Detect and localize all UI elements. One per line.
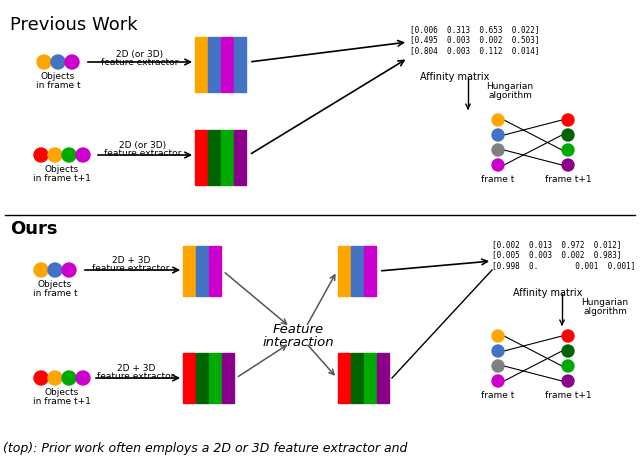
- Bar: [234, 130, 246, 185]
- Bar: [338, 246, 350, 296]
- Bar: [208, 37, 220, 92]
- Circle shape: [492, 330, 504, 342]
- Bar: [195, 37, 207, 92]
- Text: 2D + 3D: 2D + 3D: [112, 256, 150, 265]
- Text: Feature: Feature: [273, 323, 324, 336]
- Circle shape: [562, 330, 574, 342]
- Bar: [222, 353, 234, 403]
- Text: Affinity matrix: Affinity matrix: [420, 72, 490, 82]
- Circle shape: [62, 371, 76, 385]
- Text: Affinity matrix: Affinity matrix: [513, 288, 582, 298]
- Text: feature extractor: feature extractor: [101, 58, 179, 67]
- Circle shape: [562, 129, 574, 141]
- Bar: [209, 353, 221, 403]
- Text: feature extractor: feature extractor: [92, 264, 170, 273]
- Text: feature extractor: feature extractor: [104, 149, 182, 158]
- Circle shape: [48, 148, 62, 162]
- Text: [0.002  0.013  0.972  0.012]
[0.005  0.003  0.002  0.983]
[0.998  0.        0.00: [0.002 0.013 0.972 0.012] [0.005 0.003 0…: [492, 240, 636, 270]
- Text: (top): Prior work often employs a 2D or 3D feature extractor and: (top): Prior work often employs a 2D or …: [3, 442, 408, 455]
- Bar: [221, 130, 233, 185]
- Circle shape: [562, 375, 574, 387]
- Bar: [377, 353, 389, 403]
- Text: frame t: frame t: [481, 175, 515, 184]
- Circle shape: [34, 371, 48, 385]
- Circle shape: [492, 345, 504, 357]
- Text: Objects: Objects: [41, 72, 75, 81]
- Circle shape: [492, 360, 504, 372]
- Text: frame t+1: frame t+1: [545, 391, 591, 400]
- Text: 2D + 3D: 2D + 3D: [117, 364, 155, 373]
- Text: in frame t+1: in frame t+1: [33, 397, 91, 406]
- Bar: [351, 353, 363, 403]
- Bar: [196, 353, 208, 403]
- Text: Objects: Objects: [38, 280, 72, 289]
- Circle shape: [34, 263, 48, 277]
- Bar: [338, 353, 350, 403]
- Bar: [183, 353, 195, 403]
- Circle shape: [76, 148, 90, 162]
- Circle shape: [562, 360, 574, 372]
- Bar: [183, 246, 195, 296]
- Text: algorithm: algorithm: [488, 91, 532, 100]
- Text: Hungarian: Hungarian: [486, 82, 534, 91]
- Bar: [351, 246, 363, 296]
- Bar: [234, 37, 246, 92]
- Text: Ours: Ours: [10, 220, 58, 238]
- Circle shape: [51, 55, 65, 69]
- Bar: [364, 353, 376, 403]
- Circle shape: [76, 371, 90, 385]
- Circle shape: [562, 345, 574, 357]
- Circle shape: [62, 148, 76, 162]
- Circle shape: [48, 263, 62, 277]
- Circle shape: [492, 144, 504, 156]
- Text: in frame t: in frame t: [36, 81, 80, 90]
- Text: Objects: Objects: [45, 165, 79, 174]
- Circle shape: [34, 148, 48, 162]
- Text: Hungarian: Hungarian: [581, 298, 628, 307]
- Text: algorithm: algorithm: [583, 307, 627, 316]
- Circle shape: [37, 55, 51, 69]
- Bar: [196, 246, 208, 296]
- Text: interaction: interaction: [262, 336, 334, 349]
- Bar: [364, 246, 376, 296]
- Text: Objects: Objects: [45, 388, 79, 397]
- Text: 2D (or 3D): 2D (or 3D): [116, 50, 164, 59]
- Bar: [195, 130, 207, 185]
- Circle shape: [562, 159, 574, 171]
- Bar: [208, 130, 220, 185]
- Circle shape: [492, 375, 504, 387]
- Text: in frame t: in frame t: [33, 289, 77, 298]
- Text: frame t: frame t: [481, 391, 515, 400]
- Circle shape: [562, 114, 574, 126]
- Circle shape: [492, 159, 504, 171]
- Circle shape: [492, 129, 504, 141]
- Circle shape: [48, 371, 62, 385]
- Text: Previous Work: Previous Work: [10, 16, 138, 34]
- Circle shape: [562, 144, 574, 156]
- Bar: [221, 37, 233, 92]
- Circle shape: [492, 114, 504, 126]
- Text: 2D (or 3D): 2D (or 3D): [120, 141, 166, 150]
- Circle shape: [62, 263, 76, 277]
- Text: in frame t+1: in frame t+1: [33, 174, 91, 183]
- Text: feature extractor: feature extractor: [97, 372, 175, 381]
- Text: [0.006  0.313  0.653  0.022]
[0.495  0.003  0.002  0.503]
[0.804  0.003  0.112  : [0.006 0.313 0.653 0.022] [0.495 0.003 0…: [410, 25, 540, 55]
- Bar: [209, 246, 221, 296]
- Text: frame t+1: frame t+1: [545, 175, 591, 184]
- Circle shape: [65, 55, 79, 69]
